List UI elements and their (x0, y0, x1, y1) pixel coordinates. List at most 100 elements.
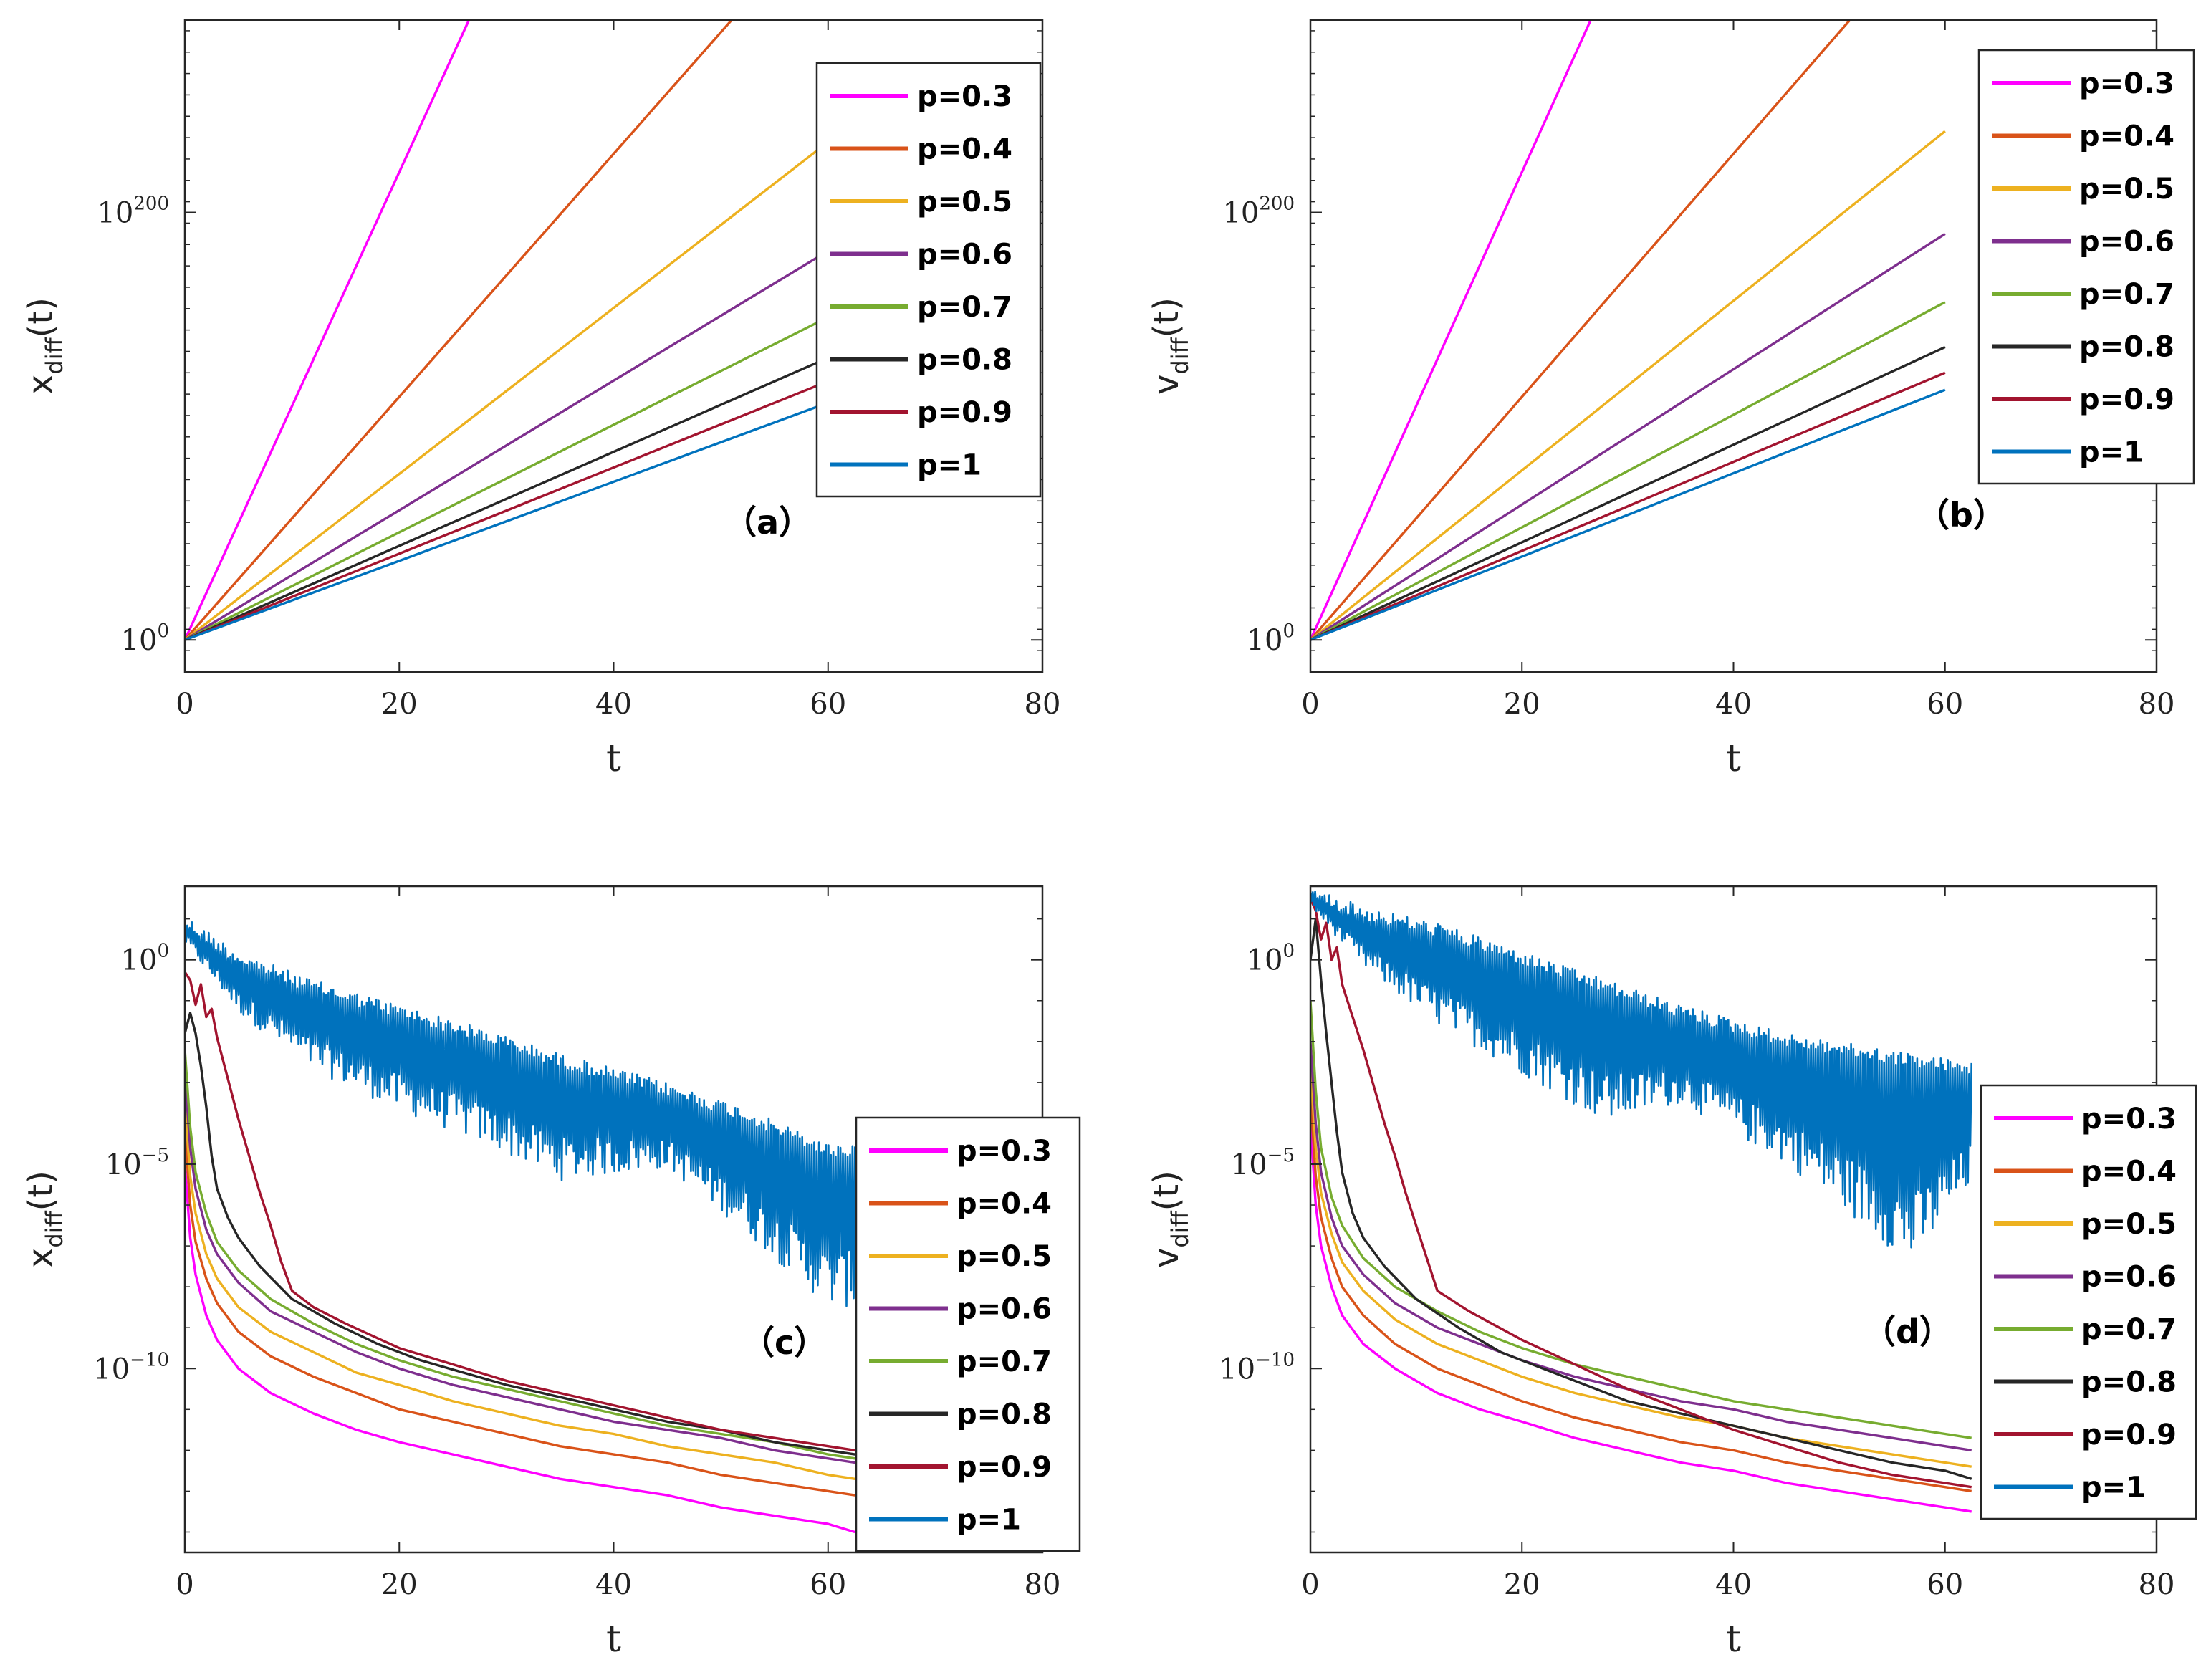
y-tick-label: 100 (1247, 620, 1295, 657)
series-line-p-0.7 (1310, 1000, 1972, 1439)
legend-box (1980, 1084, 2197, 1520)
legend-entry: p=0.9 (917, 396, 1012, 429)
series-line-p-1 (185, 401, 829, 641)
x-tick-label: 0 (1301, 688, 1319, 721)
series-line-p-0.8 (1310, 345, 1946, 641)
series-line-p-0.5 (185, 140, 829, 641)
series-group (1310, 890, 1972, 1513)
legend-entry: p=0.4 (2079, 120, 2174, 153)
panel-label: （a） (724, 503, 812, 542)
series-line-p-0.5 (1310, 130, 1946, 641)
legend-entry: p=0.7 (956, 1345, 1052, 1378)
legend-entry: p=0.3 (917, 80, 1012, 113)
legend-entry: p=0.4 (2081, 1156, 2177, 1189)
series-line-p-0.6 (185, 249, 829, 641)
legend-entry: p=0.4 (917, 133, 1012, 166)
series-line-p-0.9 (1310, 898, 1972, 1489)
y-axis-label: vdiff(t) (1146, 1171, 1194, 1268)
x-tick-label: 60 (1927, 688, 1963, 721)
y-axis-label: vdiff(t) (1146, 297, 1194, 395)
legend-entry: p=0.9 (956, 1451, 1052, 1484)
y-tick-label: 10−10 (1219, 1349, 1295, 1386)
series-line-p-0.8 (185, 1012, 855, 1456)
chart-panel-d: 0 20 40 60 8010010−510−10tvdiff(t)（d）p=0.3p=… (1146, 885, 2197, 1661)
legend-box (855, 1116, 1081, 1552)
series-line-p-0.9 (1310, 371, 1946, 641)
x-tick-label: 60 (810, 688, 846, 721)
series-line-p-0.4 (1310, 20, 1851, 641)
legend-entry: p=0.7 (2079, 278, 2174, 311)
legend-entry: p=0.8 (2081, 1366, 2177, 1399)
chart-panel-c: 0 20 40 60 8010010−510−10txdiff(t)（c）p=0.3p=… (21, 885, 1081, 1661)
x-tick-label: 80 (1025, 1568, 1061, 1601)
x-axis-label: t (606, 1618, 621, 1661)
chart-panel-a: 0 20 40 60 8010010200txdiff(t)（a）p=0.3p=0.4p… (21, 19, 1061, 780)
series-line-p-1 (1310, 890, 1972, 1249)
legend-entry: p=1 (917, 449, 982, 482)
series-line-p-0.3 (185, 20, 471, 640)
x-tick-label: 0 (1301, 1568, 1319, 1601)
legend: p=0.3 p=0.4 p=0.5 p=0.6 p=0.7 p=0.8 p=0.9 p=1 (1980, 1084, 2197, 1520)
legend-entry: p=0.4 (956, 1188, 1052, 1221)
legend-entry: p=1 (2081, 1472, 2146, 1504)
y-tick-label: 100 (121, 941, 169, 977)
legend-entry: p=0.6 (956, 1293, 1052, 1326)
series-line-p-0.8 (185, 356, 829, 641)
x-tick-label: 20 (381, 1568, 418, 1601)
series-line-p-0.5 (185, 1103, 855, 1480)
series-line-p-0.8 (1310, 917, 1972, 1480)
legend: p=0.3 p=0.4 p=0.5 p=0.6 p=0.7 p=0.8 p=0.9 p=1 (855, 1116, 1081, 1552)
series-line-p-0.3 (1310, 1123, 1972, 1513)
legend-box (815, 62, 1042, 498)
legend-entry: p=0.9 (2081, 1419, 2177, 1451)
legend-entry: p=0.7 (917, 291, 1012, 324)
y-tick-label: 10−10 (93, 1349, 169, 1386)
panel-label: （d） (1863, 1312, 1952, 1351)
series-line-p-1 (1310, 388, 1946, 641)
series-group (185, 921, 856, 1534)
legend-entry: p=0.8 (956, 1398, 1052, 1431)
y-axis-label: xdiff(t) (21, 1171, 68, 1268)
legend-entry: p=0.8 (917, 344, 1012, 377)
x-tick-label: 20 (381, 688, 418, 721)
y-tick-label: 10200 (1222, 193, 1295, 230)
x-tick-label: 40 (1715, 1568, 1752, 1601)
legend-entry: p=0.5 (917, 186, 1012, 219)
y-tick-label: 10200 (97, 193, 169, 230)
x-tick-label: 80 (1025, 688, 1061, 721)
series-line-p-1 (185, 921, 856, 1307)
x-tick-label: 20 (1504, 688, 1540, 721)
series-line-p-0.6 (1310, 232, 1946, 641)
series-line-p-0.9 (185, 971, 855, 1452)
legend-entry: p=0.5 (2079, 173, 2174, 206)
legend-entry: p=0.5 (956, 1240, 1052, 1273)
x-tick-label: 80 (2139, 1568, 2175, 1601)
legend-entry: p=0.3 (956, 1135, 1052, 1168)
legend-box (1977, 49, 2195, 485)
series-line-p-0.6 (185, 1074, 855, 1464)
x-tick-label: 40 (1715, 688, 1752, 721)
chart-panel-b: 0 20 40 60 8010010200tvdiff(t)（b）p=0.3p=0.4p… (1146, 19, 2195, 780)
legend-entry: p=0.9 (2079, 383, 2174, 416)
series-line-p-0.7 (1310, 301, 1946, 641)
panel-label: （c） (742, 1323, 827, 1362)
x-axis-label: t (606, 737, 621, 780)
x-axis-label: t (1726, 1618, 1741, 1661)
series-line-p-0.4 (185, 1131, 855, 1497)
series-group (185, 20, 829, 641)
y-tick-label: 10−5 (1231, 1145, 1295, 1181)
legend-entry: p=0.6 (2079, 226, 2174, 259)
series-line-p-0.3 (185, 1163, 855, 1534)
x-tick-label: 40 (595, 1568, 632, 1601)
x-axis-label: t (1726, 737, 1741, 780)
series-line-p-0.3 (1310, 20, 1592, 640)
y-tick-label: 100 (1247, 941, 1295, 977)
x-tick-label: 0 (176, 1568, 193, 1601)
legend-entry: p=0.6 (917, 239, 1012, 272)
y-tick-label: 10−5 (105, 1145, 169, 1181)
x-tick-label: 80 (2139, 688, 2175, 721)
x-tick-label: 60 (1927, 1568, 1963, 1601)
x-tick-label: 0 (176, 688, 193, 721)
series-line-p-0.9 (185, 380, 829, 641)
